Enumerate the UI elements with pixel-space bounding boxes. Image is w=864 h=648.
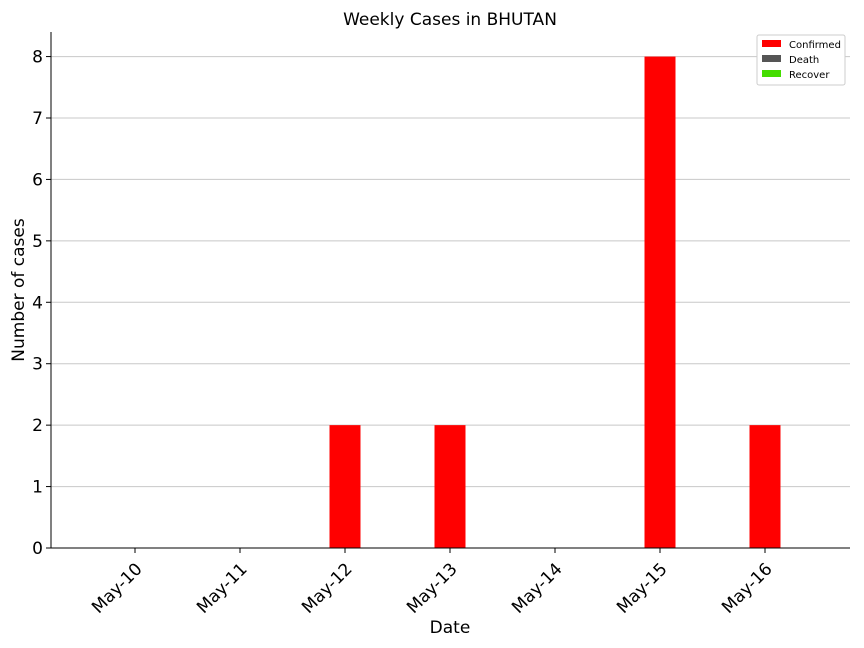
bars [329, 56, 781, 548]
x-tick-label: May-11 [193, 559, 251, 617]
x-tick-label: May-14 [508, 559, 566, 617]
y-tick-label: 2 [32, 416, 43, 436]
bar-confirmed [644, 56, 676, 548]
legend-swatch-confirmed [762, 40, 781, 47]
x-tick-label: May-10 [88, 559, 146, 617]
legend-swatch-recover [762, 70, 781, 77]
y-tick-label: 1 [32, 478, 43, 498]
y-tick-label: 7 [32, 109, 43, 129]
y-tick-label: 5 [32, 232, 43, 252]
y-tick-label: 4 [32, 293, 43, 313]
x-ticks: May-10 May-11 May-12 May-13 May-14 May-15 May-… [88, 548, 777, 618]
x-tick-label: May-13 [403, 559, 461, 617]
chart-title: Weekly Cases in BHUTAN [343, 10, 557, 30]
x-tick-label: May-12 [298, 559, 356, 617]
legend-label-confirmed: Confirmed [789, 40, 841, 51]
gridlines [51, 56, 850, 488]
legend-swatch-death [762, 55, 781, 62]
bar-confirmed [434, 425, 466, 548]
y-tick-label: 6 [32, 170, 43, 190]
y-tick-label: 8 [32, 48, 43, 68]
x-axis-title: Date [430, 618, 471, 638]
x-tick-label: May-16 [718, 559, 776, 617]
legend-label-recover: Recover [789, 70, 830, 81]
y-ticks: 0 1 2 3 4 5 6 7 8 [32, 48, 51, 559]
y-tick-label: 0 [32, 539, 43, 559]
legend: Confirmed Death Recover [756, 34, 846, 86]
bar-confirmed [749, 425, 781, 548]
y-axis-title: Number of cases [9, 218, 29, 362]
y-tick-label: 3 [32, 355, 43, 375]
bar-confirmed [329, 425, 361, 548]
x-tick-label: May-15 [613, 559, 671, 617]
legend-label-death: Death [789, 55, 819, 66]
